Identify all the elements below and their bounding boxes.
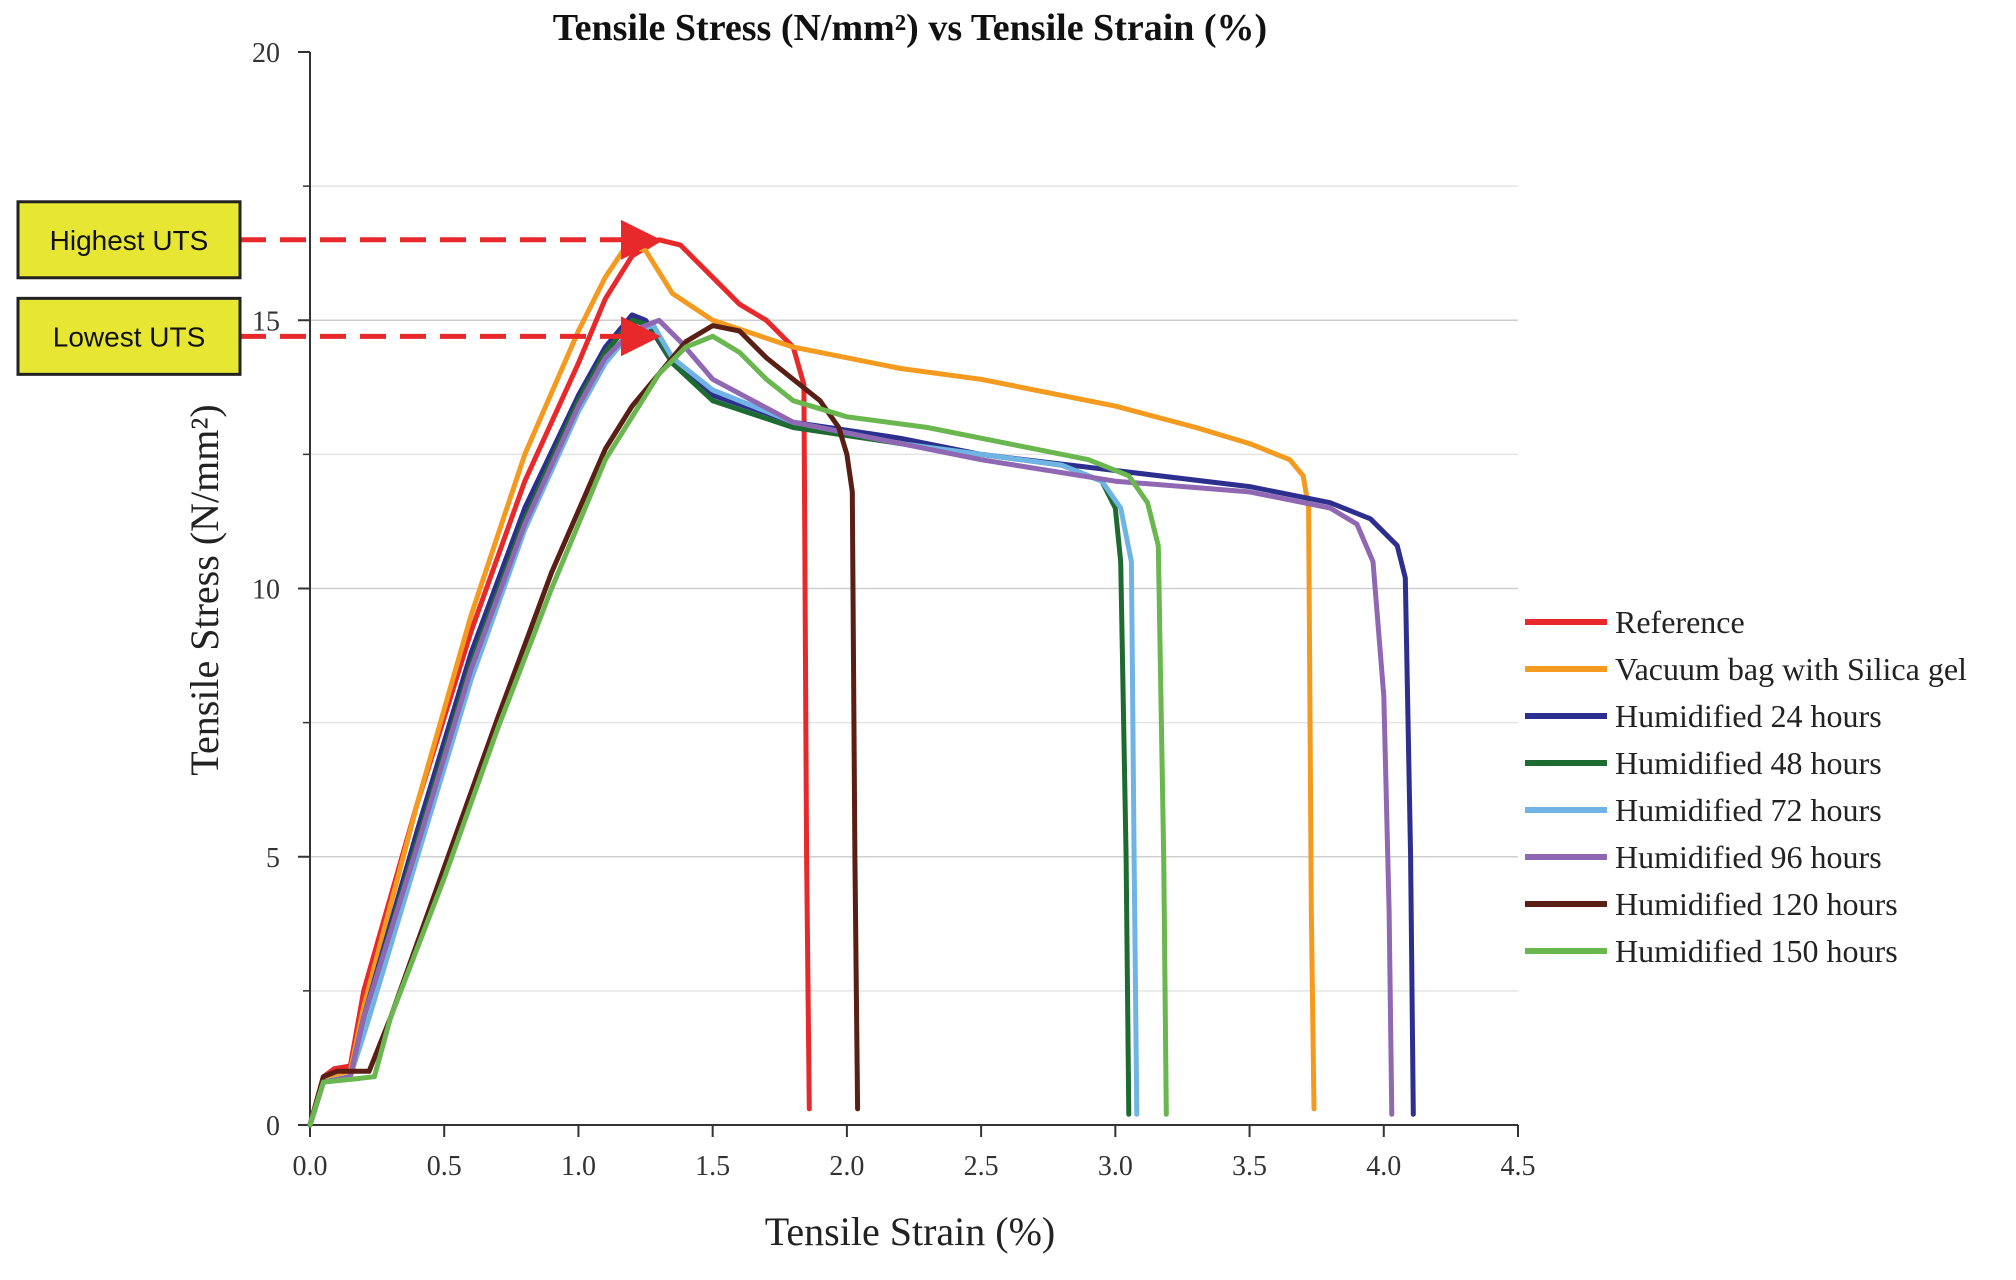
- legend-label-5: Humidified 72 hours: [1615, 792, 1882, 828]
- legend-label-4: Humidified 48 hours: [1615, 745, 1882, 781]
- legend-label-3: Humidified 24 hours: [1615, 698, 1882, 734]
- grid-lines: [310, 185, 1518, 992]
- y-tick-label: 5: [266, 843, 280, 874]
- y-tick-label: 15: [252, 306, 280, 337]
- x-tick-label: 2.5: [964, 1151, 999, 1182]
- legend-label-7: Humidified 120 hours: [1615, 886, 1898, 922]
- legend-label-6: Humidified 96 hours: [1615, 839, 1882, 875]
- series-line-8: [307, 333, 1169, 1128]
- series-line-6: [307, 317, 1395, 1128]
- x-tick-label: 0.0: [293, 1151, 328, 1182]
- uts-label-box-1: [16, 200, 242, 280]
- x-tick-label: 3.5: [1232, 1151, 1267, 1182]
- y-tick-label: 10: [252, 575, 280, 606]
- y-tick-label: 0: [266, 1111, 280, 1142]
- series-line-5: [307, 323, 1140, 1128]
- chart-title: Tensile Stress (N/mm²) vs Tensile Strain…: [553, 7, 1267, 49]
- legend-label-1: Reference: [1615, 604, 1745, 640]
- y-tick-label: 20: [252, 38, 280, 69]
- x-tick-label: 1.0: [561, 1151, 596, 1182]
- x-tick-label: 4.0: [1366, 1151, 1401, 1182]
- series-line-2: [307, 242, 1317, 1128]
- y-axis-label: Tensile Stress (N/mm²): [182, 404, 227, 775]
- x-tick-label: 0.5: [427, 1151, 462, 1182]
- axes: 0 5 10 15 20 0.0 0.5 1.0 1.5 2.0 2.5 3.0 3.5 4.0 4.5: [252, 38, 1536, 1182]
- series-lines: [307, 237, 1416, 1128]
- x-tick-label: 2.0: [829, 1151, 864, 1182]
- x-tick-label: 1.5: [695, 1151, 730, 1182]
- uts-label-text-2: Lowest UTS: [53, 321, 206, 352]
- x-tick-label: 3.0: [1098, 1151, 1133, 1182]
- x-tick-label: 4.5: [1501, 1151, 1536, 1182]
- x-axis-label: Tensile Strain (%): [765, 1209, 1055, 1254]
- legend-label-8: Humidified 150 hours: [1615, 933, 1898, 969]
- uts-label-text-1: Highest UTS: [50, 225, 209, 256]
- legend-label-2: Vacuum bag with Silica gel: [1615, 651, 1967, 687]
- uts-label-box-2: [16, 296, 242, 376]
- uts-annotations: Highest UTS Lowest UTS: [16, 200, 661, 376]
- legend: Reference Vacuum bag with Silica gel Humid…: [1525, 604, 1967, 969]
